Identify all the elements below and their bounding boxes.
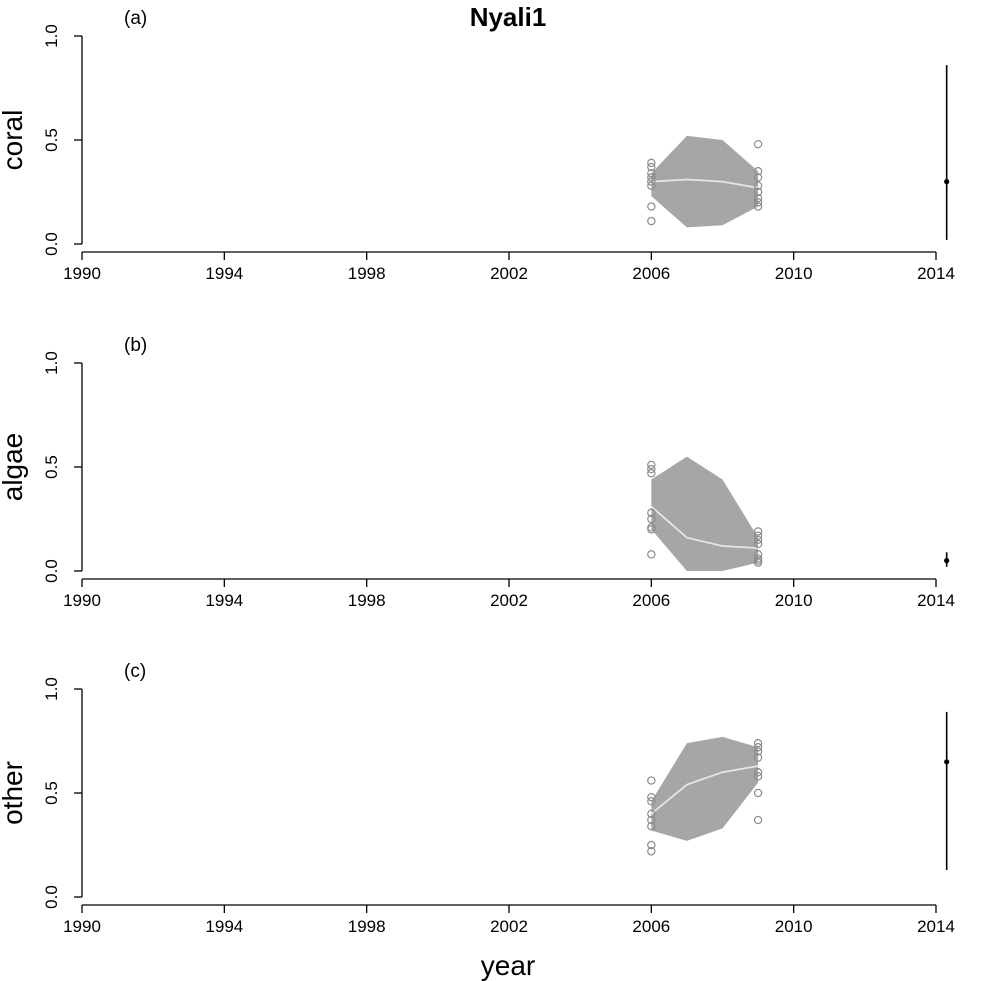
- observation-point: [753, 198, 763, 207]
- panels: 0.0 0.5 1.0 1990 1994 1998 2002 2006 2010 2014 (a)…: [0, 8, 955, 936]
- observation-point: [753, 550, 763, 559]
- x-tick-label: 1998: [348, 264, 386, 283]
- observation-point: [753, 187, 763, 197]
- median-line: [650, 505, 759, 550]
- observation-point: [753, 558, 763, 567]
- y-tick-label: 0.0: [42, 232, 61, 256]
- x-tick-label: 2014: [917, 917, 955, 936]
- panel-1: 0.0 0.5 1.0 1990 1994 1998 2002 2006 2010 2014 (a)…: [0, 8, 955, 283]
- observation-point: [753, 738, 763, 748]
- observation-point: [753, 743, 763, 752]
- observation-point: [647, 847, 656, 856]
- y-tick-label: 0.5: [42, 781, 61, 805]
- y-tick-label: 0.5: [42, 455, 61, 479]
- observation-point: [753, 747, 763, 756]
- observation-point: [753, 539, 763, 549]
- observation-point: [647, 514, 656, 524]
- panel-label: (a): [124, 8, 147, 29]
- observation-point: [647, 550, 656, 559]
- x-tick-label: 1994: [205, 264, 243, 283]
- y-tick-label: 1.0: [42, 677, 61, 701]
- observation-point: [647, 181, 656, 190]
- observation-point: [647, 460, 656, 470]
- uncertainty-band: [651, 135, 759, 228]
- observation-point: [647, 162, 656, 172]
- observation-point: [753, 753, 763, 762]
- observation-point: [647, 792, 656, 802]
- x-tick-label: 1994: [205, 917, 243, 936]
- observation-point: [647, 809, 656, 819]
- x-tick-label: 2010: [775, 591, 813, 610]
- y-tick-label: 1.0: [42, 351, 61, 375]
- observation-point: [647, 202, 656, 211]
- observation-point: [647, 815, 656, 825]
- x-axis-label: year: [481, 950, 535, 981]
- x-tick-label: 1998: [348, 917, 386, 936]
- observation-point: [647, 216, 656, 226]
- uncertainty-band: [651, 736, 759, 841]
- estimate-point: [944, 179, 950, 185]
- panel-label: (b): [124, 335, 147, 356]
- observation-point: [647, 797, 656, 806]
- y-axis-label: coral: [0, 110, 28, 171]
- observation-point: [753, 202, 763, 211]
- uncertainty-band: [651, 456, 759, 571]
- observation-point: [753, 535, 763, 545]
- observation-point: [753, 531, 763, 540]
- estimate-point: [944, 759, 950, 765]
- x-tick-label: 2006: [632, 264, 670, 283]
- y-tick-label: 1.0: [42, 24, 61, 48]
- observation-point: [647, 464, 656, 474]
- x-tick-label: 2002: [490, 591, 528, 610]
- observation-point: [647, 822, 656, 831]
- estimate-point: [944, 558, 950, 564]
- observation-point: [647, 469, 656, 478]
- observation-point: [647, 173, 656, 182]
- y-axis-label: algae: [0, 433, 28, 502]
- x-tick-label: 2014: [917, 591, 955, 610]
- observation-point: [647, 776, 656, 785]
- x-tick-label: 2010: [775, 917, 813, 936]
- observation-point: [647, 169, 656, 178]
- observation-point: [753, 166, 763, 176]
- x-tick-label: 2002: [490, 264, 528, 283]
- observation-point: [753, 815, 763, 825]
- x-tick-label: 1990: [63, 591, 101, 610]
- x-tick-label: 2006: [632, 591, 670, 610]
- observation-point: [753, 139, 763, 149]
- figure-title: Nyali1: [470, 2, 547, 32]
- y-tick-label: 0.0: [42, 885, 61, 909]
- x-tick-label: 1994: [205, 591, 243, 610]
- observation-point: [647, 525, 656, 534]
- x-tick-label: 2014: [917, 264, 955, 283]
- x-tick-label: 2006: [632, 917, 670, 936]
- observation-point: [647, 508, 656, 517]
- observation-point: [753, 768, 763, 777]
- observation-point: [753, 772, 763, 781]
- observation-point: [753, 181, 763, 190]
- observation-point: [647, 158, 656, 168]
- panel-label: (c): [124, 661, 146, 682]
- x-tick-label: 1990: [63, 264, 101, 283]
- panel-3: 0.0 0.5 1.0 1990 1994 1998 2002 2006 2010 2014 (c)…: [0, 661, 955, 936]
- x-tick-label: 1998: [348, 591, 386, 610]
- median-line: [651, 178, 759, 189]
- observation-point: [647, 840, 656, 850]
- y-tick-label: 0.0: [42, 559, 61, 583]
- observation-point: [647, 177, 656, 186]
- observation-point: [753, 173, 763, 182]
- x-tick-label: 1990: [63, 917, 101, 936]
- observation-point: [753, 788, 763, 798]
- observation-point: [753, 194, 763, 203]
- panel-2: 0.0 0.5 1.0 1990 1994 1998 2002 2006 2010 2014 (b)…: [0, 335, 955, 610]
- x-tick-label: 2010: [775, 264, 813, 283]
- observation-point: [753, 527, 763, 536]
- x-tick-label: 2002: [490, 917, 528, 936]
- y-tick-label: 0.5: [42, 128, 61, 152]
- median-line: [650, 765, 759, 815]
- y-axis-label: other: [0, 761, 28, 825]
